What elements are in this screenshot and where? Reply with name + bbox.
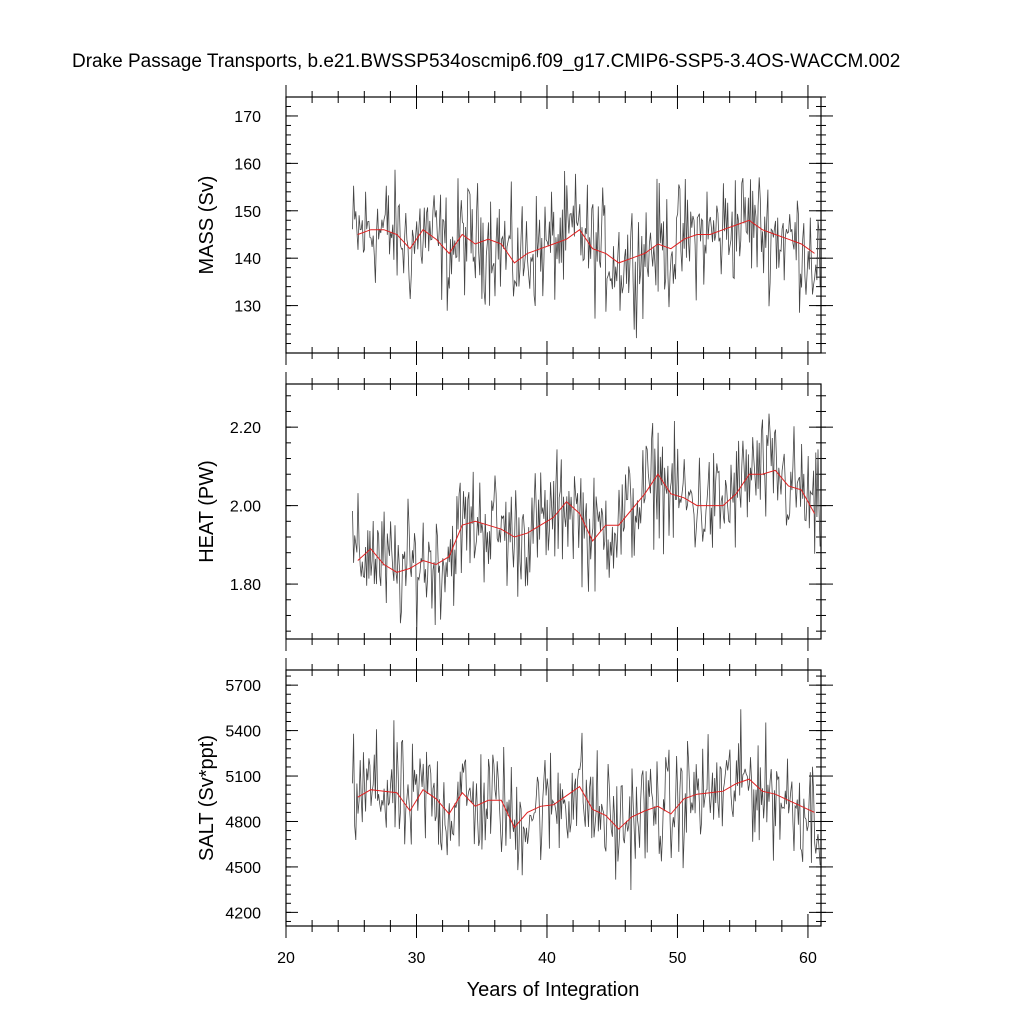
heat-y-axis-label: HEAT (PW) <box>196 460 218 563</box>
mass-monthly-line <box>352 169 821 339</box>
chart-title: Drake Passage Transports, b.e21.BWSSP534… <box>72 51 900 72</box>
x-tick-label: 30 <box>408 950 426 967</box>
x-axis-label: Years of Integration <box>467 979 640 1001</box>
salt-plot-frame <box>285 669 822 927</box>
mass-y-axis-label: MASS (Sv) <box>196 176 218 275</box>
salt-y-tick-label: 4200 <box>225 905 261 922</box>
chart-panels: 130 140 150 160 170 MASS (Sv) 1.80 2.00 2.20 HEAT… <box>196 85 833 967</box>
mass-y-tick-label: 170 <box>234 109 261 126</box>
panel-mass: 130 140 150 160 170 MASS (Sv) <box>196 85 833 365</box>
mass-y-tick-label: 130 <box>234 299 261 316</box>
salt-y-tick-label: 4500 <box>225 860 261 877</box>
panel-heat: 1.80 2.00 2.20 HEAT (PW) <box>196 372 833 651</box>
heat-y-tick-label: 2.20 <box>230 420 261 437</box>
salt-y-tick-label: 5100 <box>225 769 261 786</box>
heat-plot-frame <box>285 383 822 640</box>
salt-annual-line <box>357 778 815 830</box>
x-tick-label: 40 <box>538 950 556 967</box>
x-tick-label: 50 <box>669 950 687 967</box>
salt-y-tick-label: 5400 <box>225 724 261 741</box>
heat-y-tick-label: 1.80 <box>230 577 261 594</box>
salt-y-tick-label: 5700 <box>225 678 261 695</box>
panel-salt: 4200 4500 4800 5100 5400 5700 SALT (Sv*ppt) 20 3… <box>196 658 833 967</box>
mass-y-tick-label: 140 <box>234 251 261 268</box>
heat-monthly-line <box>352 413 821 639</box>
heat-y-tick-label: 2.00 <box>230 499 261 516</box>
salt-monthly-line <box>352 709 821 891</box>
salt-y-axis-label: SALT (Sv*ppt) <box>196 735 218 861</box>
mass-plot-frame <box>285 96 822 354</box>
x-tick-label: 20 <box>277 950 295 967</box>
mass-annual-line <box>357 219 815 264</box>
x-tick-label: 60 <box>799 950 817 967</box>
mass-y-tick-label: 160 <box>234 156 261 173</box>
heat-annual-line <box>357 469 815 573</box>
salt-y-tick-label: 4800 <box>225 814 261 831</box>
mass-y-tick-label: 150 <box>234 204 261 221</box>
